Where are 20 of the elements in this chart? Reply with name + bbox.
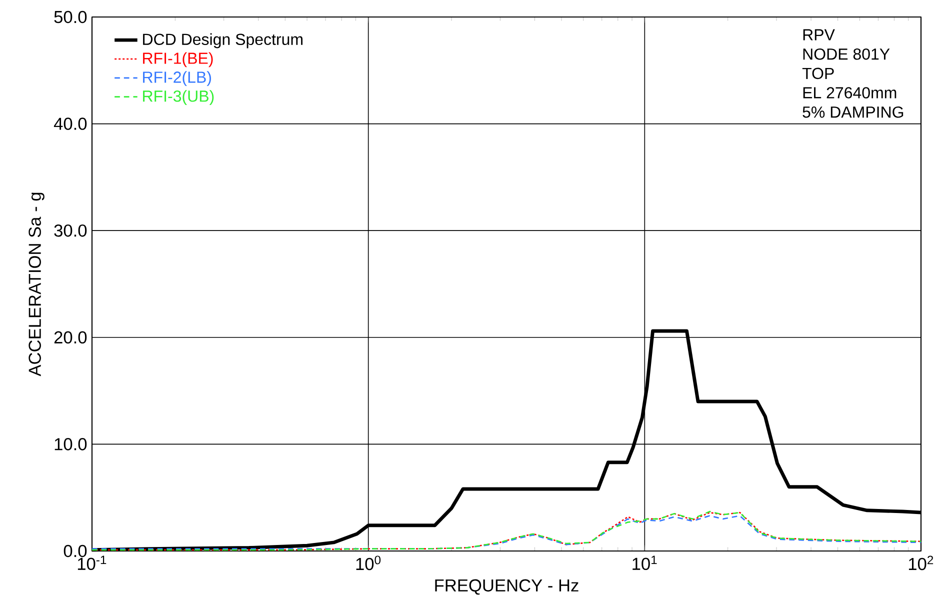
annotation: EL 27640mm [803, 87, 896, 98]
x-tick-label: 10$^{2}$ [908, 556, 934, 570]
y-axis-title: ACCELERATION Sa - g [28, 192, 44, 376]
y-tick-label: 50.0 [54, 10, 87, 24]
x-tick-label: 10$^{1}$ [632, 556, 657, 570]
x-axis-title: FREQUENCY - Hz [435, 579, 578, 595]
annotation: RPV [803, 29, 835, 40]
annotation: NODE 801Y [803, 48, 890, 60]
y-tick-label: 0.0 [64, 544, 87, 558]
y-tick-label: 40.0 [54, 118, 87, 130]
y-tick-label: 20.0 [54, 331, 87, 344]
annotation: 5% DAMPING [802, 106, 904, 118]
y-tick-label: 10.0 [54, 438, 87, 450]
legend-label: DCD Design Spectrum [143, 33, 302, 48]
y-tick-label: 30.0 [54, 224, 87, 237]
legend-label: RFI-3(UB) [143, 90, 214, 105]
x-tick-label: 10$^{0}$ [356, 556, 381, 570]
annotation: TOP [802, 68, 834, 80]
legend-label: RFI-2(LB) [143, 71, 211, 86]
legend-label: RFI-1(BE) [143, 52, 213, 68]
